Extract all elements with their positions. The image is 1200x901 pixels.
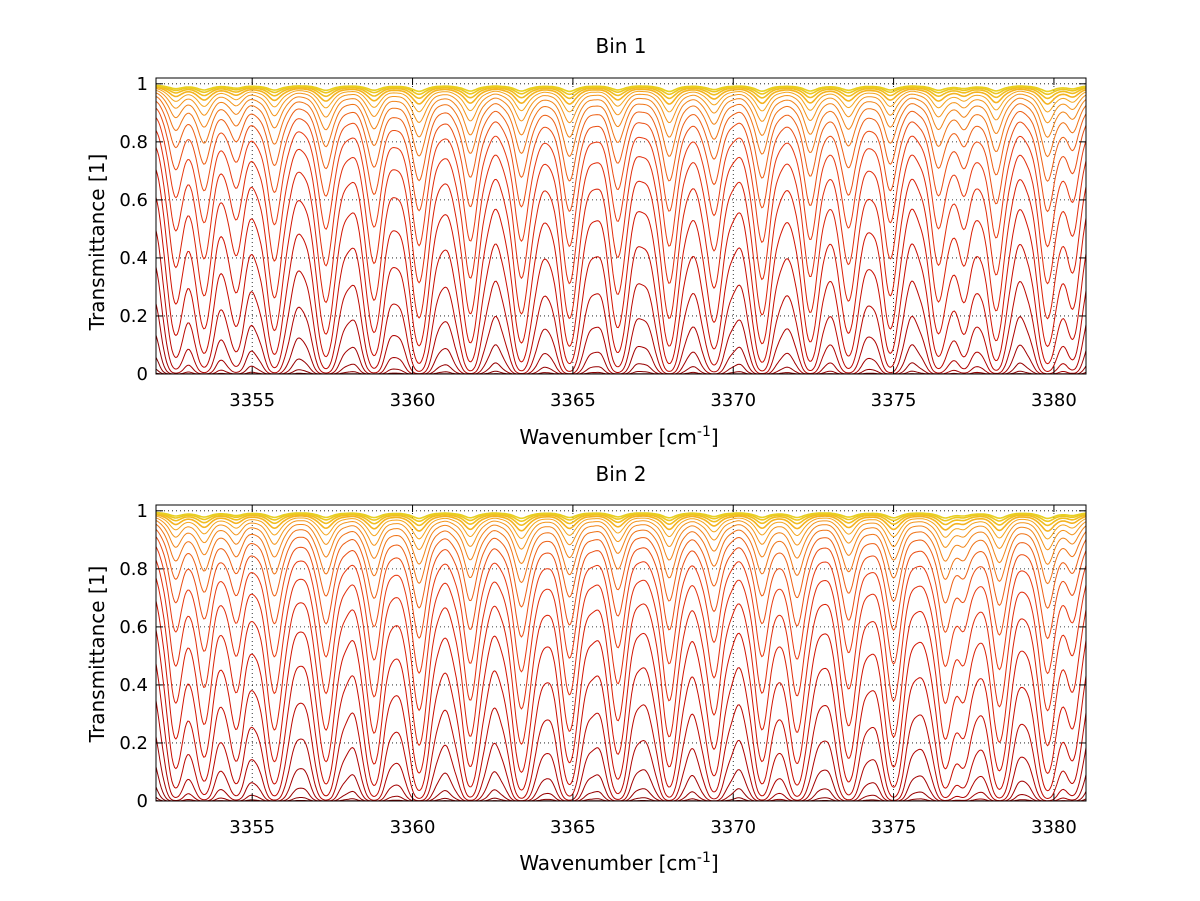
- x-axis-label-superscript: -1: [697, 424, 711, 440]
- y-ticks: 0 0.2 0.4 0.6 0.8 1: [119, 501, 1086, 812]
- grid: [156, 78, 1086, 374]
- x-axis-label-text: Wavenumber [cm: [519, 425, 697, 449]
- plot-area-frame: [155, 77, 1087, 375]
- series-group: [155, 84, 1087, 375]
- x-tick-label: 3380: [1031, 390, 1077, 411]
- spectrum-series: [155, 663, 1087, 800]
- x-axis-label-superscript: -1: [697, 850, 711, 866]
- y-tick-label: 0.6: [119, 617, 148, 638]
- series-group: [155, 511, 1087, 802]
- spectrum-series: [155, 519, 1087, 565]
- x-axis-label-close: ]: [711, 851, 719, 875]
- spectrum-series: [155, 92, 1087, 138]
- x-tick-label: 3375: [871, 817, 917, 838]
- x-tick-label: 3365: [550, 817, 596, 838]
- y-tick-label: 0: [137, 791, 148, 812]
- spectrum-series: [155, 511, 1087, 520]
- y-tick-label: 0.6: [119, 190, 148, 211]
- x-tick-label: 3375: [871, 390, 917, 411]
- spectrum-series: [155, 512, 1087, 527]
- grid: [156, 505, 1086, 801]
- spectrum-series: [155, 95, 1087, 158]
- x-axis-label-text: Wavenumber [cm: [519, 851, 697, 875]
- spectrum-series: [155, 266, 1087, 375]
- y-tick-label: 0.4: [119, 248, 148, 269]
- spectrum-series: [155, 629, 1087, 792]
- spectrum-series: [155, 147, 1087, 320]
- spectrum-series: [155, 700, 1087, 802]
- spectrum-series: [155, 85, 1087, 100]
- spectrum-series: [155, 100, 1087, 182]
- spectrum-series: [155, 517, 1087, 551]
- y-tick-label: 0.2: [119, 733, 148, 754]
- x-tick-label: 3355: [229, 390, 275, 411]
- x-tick-label: 3370: [710, 390, 756, 411]
- spectrum-series: [155, 169, 1087, 348]
- spectrum-series: [155, 512, 1087, 523]
- y-tick-label: 1: [137, 501, 148, 522]
- spectrum-series: [155, 513, 1087, 532]
- spectrum-series: [155, 230, 1087, 373]
- spectrum-series: [155, 107, 1087, 213]
- y-tick-label: 0.8: [119, 132, 148, 153]
- chart-title: Bin 2: [595, 462, 646, 486]
- x-ticks: 3355 3360 3365 3370 3375 3380: [229, 505, 1077, 838]
- spectrum-series: [155, 89, 1087, 124]
- y-tick-label: 1: [137, 74, 148, 95]
- x-axis-label: Wavenumber [cm-1]: [519, 850, 718, 875]
- spectrum-series: [155, 523, 1087, 585]
- x-tick-label: 3365: [550, 390, 596, 411]
- spectrum-series: [155, 84, 1087, 93]
- y-tick-label: 0.4: [119, 675, 148, 696]
- x-tick-label: 3360: [390, 390, 436, 411]
- y-tick-label: 0.8: [119, 559, 148, 580]
- spectrum-series: [155, 515, 1087, 540]
- x-tick-label: 3360: [390, 817, 436, 838]
- spectrum-series: [155, 117, 1087, 248]
- plot-area-frame: [155, 504, 1087, 802]
- y-ticks: 0 0.2 0.4 0.6 0.8 1: [119, 74, 1086, 385]
- x-tick-label: 3355: [229, 817, 275, 838]
- x-tick-label: 3370: [710, 817, 756, 838]
- spectrum-series: [155, 130, 1087, 285]
- y-tick-label: 0: [137, 364, 148, 385]
- spectrum-series: [155, 559, 1087, 712]
- spectrum-series: [155, 577, 1087, 747]
- y-tick-label: 0.2: [119, 306, 148, 327]
- spectrum-series: [155, 197, 1087, 365]
- x-axis-label-close: ]: [711, 425, 719, 449]
- x-tick-label: 3380: [1031, 817, 1077, 838]
- spectrum-series: [155, 85, 1087, 96]
- y-axis-label: Transmittance [1]: [85, 566, 109, 744]
- spectrum-series: [155, 546, 1087, 675]
- x-axis-label: Wavenumber [cm-1]: [519, 424, 718, 449]
- spectrum-series: [155, 600, 1087, 775]
- spectrum-series: [155, 528, 1087, 609]
- spectrum-series: [155, 536, 1087, 640]
- y-axis-label: Transmittance [1]: [85, 154, 109, 332]
- spectrum-series: [155, 88, 1087, 113]
- x-ticks: 3355 3360 3365 3370 3375 3380: [229, 78, 1077, 411]
- spectrum-series: [155, 86, 1087, 105]
- panel-bin-1: Bin 1 0 0.2 0.4 0.6 0.8 1 3355 3360 3365 3370 337…: [85, 34, 1087, 449]
- chart-title: Bin 1: [595, 34, 646, 58]
- panel-bin-2: Bin 2 0 0.2 0.4 0.6 0.8 1 3355 3360 3365 3370 337…: [85, 462, 1087, 875]
